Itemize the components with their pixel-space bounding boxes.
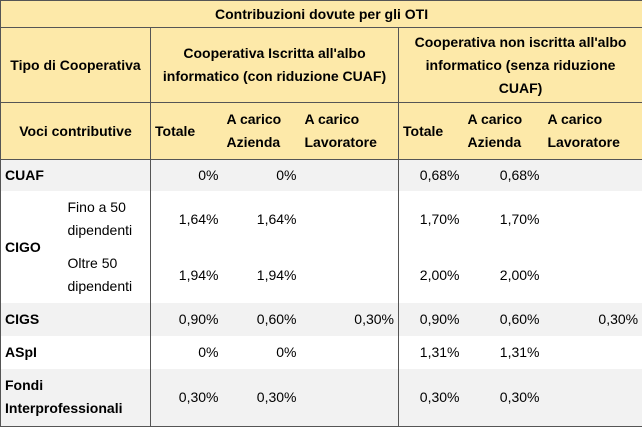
cell-cuaf-iscritta-azienda: 0% xyxy=(276,167,297,184)
table-row-aspi: ASpI 0% 0% 1,31% 1,31% xyxy=(0,335,642,369)
row-label-cuaf: CUAF xyxy=(0,159,151,191)
cell-cigo-fino-non-iscritta-totale: 1,70% xyxy=(419,210,460,227)
cell-cuaf-iscritta-totale: 0% xyxy=(198,167,219,184)
row-label-cigo-oltre: Oltre 50 dipendenti xyxy=(63,246,151,303)
header-iscritta-lavoratore: A carico Lavoratore xyxy=(300,102,399,160)
cell-cigo-fino-iscritta-lavoratore xyxy=(300,190,399,247)
header-voci-contributive: Voci contributive xyxy=(0,102,151,160)
header-non-iscritta-totale: Totale xyxy=(398,102,464,160)
cell-aspi-iscritta-azienda: 0% xyxy=(276,344,297,360)
cell-cigo-oltre-non-iscritta-azienda: 2,00% xyxy=(499,266,540,283)
cell-cuaf-non-iscritta-azienda: 0,68% xyxy=(499,167,540,184)
table-row-cigo-fino: CIGO Fino a 50 dipendenti 1,64% 1,64% 1,… xyxy=(0,190,642,303)
row-label-cigo-fino: Fino a 50 dipendenti xyxy=(63,190,151,247)
cell-cigs-non-iscritta-totale: 0,90% xyxy=(419,311,460,327)
table-row-cuaf: CUAF 0% 0% 0,68% 0,68% xyxy=(0,159,642,191)
cell-cigo-fino-non-iscritta-azienda: 1,70% xyxy=(499,210,540,227)
row-label-fondi: Fondi Interprofessionali xyxy=(0,368,151,427)
cell-cigo-oltre-non-iscritta-totale: 2,00% xyxy=(419,266,460,283)
cell-fondi-iscritta-azienda: 0,30% xyxy=(222,368,301,427)
cell-fondi-non-iscritta-lavoratore xyxy=(543,368,642,427)
cell-cigs-iscritta-azienda: 0,60% xyxy=(256,311,297,327)
cell-cigs-non-iscritta-azienda: 0,60% xyxy=(499,311,540,327)
header-non-iscritta-azienda: A carico Azienda xyxy=(463,102,544,160)
contributions-table: Contribuzioni dovute per gli OTI Tipo di… xyxy=(0,0,642,427)
cell-aspi-non-iscritta-lavoratore xyxy=(543,335,642,369)
header-iscritta-azienda: A carico Azienda xyxy=(222,102,301,160)
cell-cigs-iscritta-lavoratore: 0,30% xyxy=(300,302,399,336)
header-non-iscritta-lavoratore: A carico Lavoratore xyxy=(543,102,642,160)
cell-cuaf-iscritta-lavoratore xyxy=(300,159,399,191)
cell-fondi-non-iscritta-totale: 0,30% xyxy=(398,368,464,427)
cell-cuaf-non-iscritta-lavoratore xyxy=(543,159,642,191)
row-label-aspi: ASpI xyxy=(0,335,151,369)
cell-fondi-iscritta-totale: 0,30% xyxy=(150,368,223,427)
cell-cuaf-non-iscritta-totale: 0,68% xyxy=(419,167,460,184)
cell-cigo-oltre-iscritta-azienda: 1,94% xyxy=(256,266,297,283)
table-row-fondi: Fondi Interprofessionali 0,30% 0,30% 0,3… xyxy=(0,368,642,427)
table-row-cigo-oltre: Oltre 50 dipendenti 1,94% 1,94% 2,00% 2,… xyxy=(1,246,642,303)
cell-cigo-fino-non-iscritta-lavoratore xyxy=(543,190,642,247)
cell-aspi-non-iscritta-totale: 1,31% xyxy=(419,344,460,360)
table-row-cigs: CIGS 0,90% 0,60% 0,30% 0,90% 0,60% 0,30% xyxy=(0,302,642,336)
header-coop-non-iscritta: Cooperativa non iscritta all'albo inform… xyxy=(398,27,642,103)
table-title: Contribuzioni dovute per gli OTI xyxy=(0,0,642,28)
cell-aspi-iscritta-lavoratore xyxy=(300,335,399,369)
cell-cigs-iscritta-totale: 0,90% xyxy=(178,311,219,327)
cell-cigo-fino-iscritta-azienda: 1,64% xyxy=(256,210,297,227)
cell-aspi-iscritta-totale: 0% xyxy=(198,344,219,360)
cell-cigo-oltre-non-iscritta-lavoratore xyxy=(543,246,642,303)
cell-cigs-non-iscritta-lavoratore: 0,30% xyxy=(543,302,642,336)
cell-cigo-oltre-iscritta-lavoratore xyxy=(300,246,399,303)
cell-fondi-iscritta-lavoratore xyxy=(300,368,399,427)
cell-fondi-non-iscritta-azienda: 0,30% xyxy=(463,368,544,427)
cell-aspi-non-iscritta-azienda: 1,31% xyxy=(499,344,540,360)
header-tipo-cooperativa: Tipo di Cooperativa xyxy=(0,27,151,103)
row-label-cigs: CIGS xyxy=(0,302,151,336)
cell-cigo-fino-iscritta-totale: 1,64% xyxy=(178,210,219,227)
header-coop-iscritta: Cooperativa Iscritta all'albo informatic… xyxy=(150,27,399,103)
header-iscritta-totale: Totale xyxy=(150,102,223,160)
cell-cigo-oltre-iscritta-totale: 1,94% xyxy=(178,266,219,283)
row-label-cigo: CIGO xyxy=(0,190,64,303)
